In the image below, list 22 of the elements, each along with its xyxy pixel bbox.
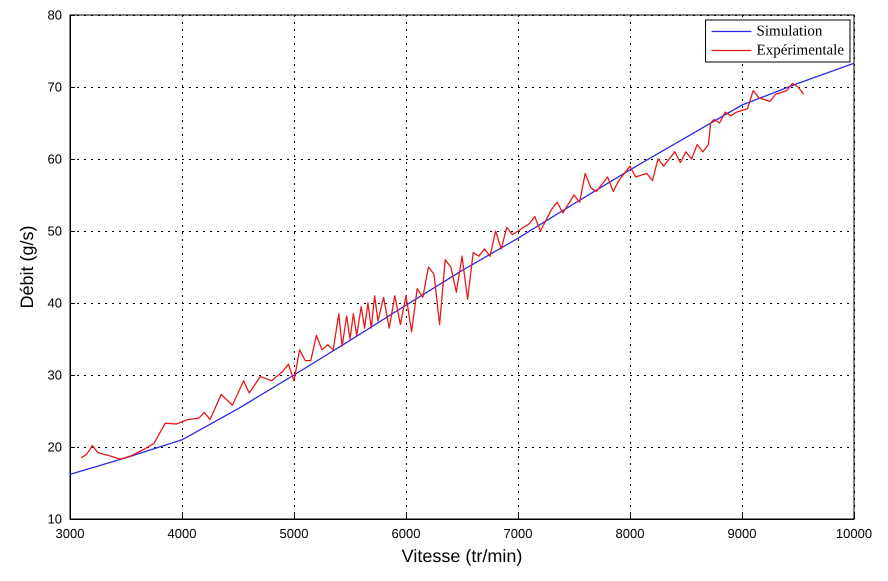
x-tick-label: 6000 (392, 526, 420, 541)
y-tick-label: 30 (48, 368, 62, 382)
legend-label: Expérimentale (756, 42, 844, 58)
y-tick-label: 80 (48, 8, 62, 22)
line-series (69, 62, 855, 476)
y-tick-label: 50 (48, 224, 62, 238)
legend-label: Simulation (756, 24, 823, 40)
x-tick-label: 7000 (504, 526, 532, 541)
y-axis-title: Débit (g/s) (17, 225, 37, 309)
x-tick-label: 4000 (168, 526, 196, 541)
y-tick-label: 20 (48, 440, 62, 454)
y-tick-label: 40 (48, 296, 62, 310)
y-tick-label: 10 (48, 512, 62, 526)
y-tick-label: 60 (48, 152, 62, 166)
x-tick-label: 9000 (728, 526, 756, 541)
x-tick-label: 5000 (280, 526, 308, 541)
line-series (80, 82, 804, 460)
x-tick-label: 8000 (616, 526, 644, 541)
y-tick-label: 70 (48, 80, 62, 94)
x-tick-label: 10000 (836, 526, 872, 541)
x-axis-title: Vitesse (tr/min) (402, 546, 522, 566)
x-tick-label: 3000 (56, 526, 84, 541)
